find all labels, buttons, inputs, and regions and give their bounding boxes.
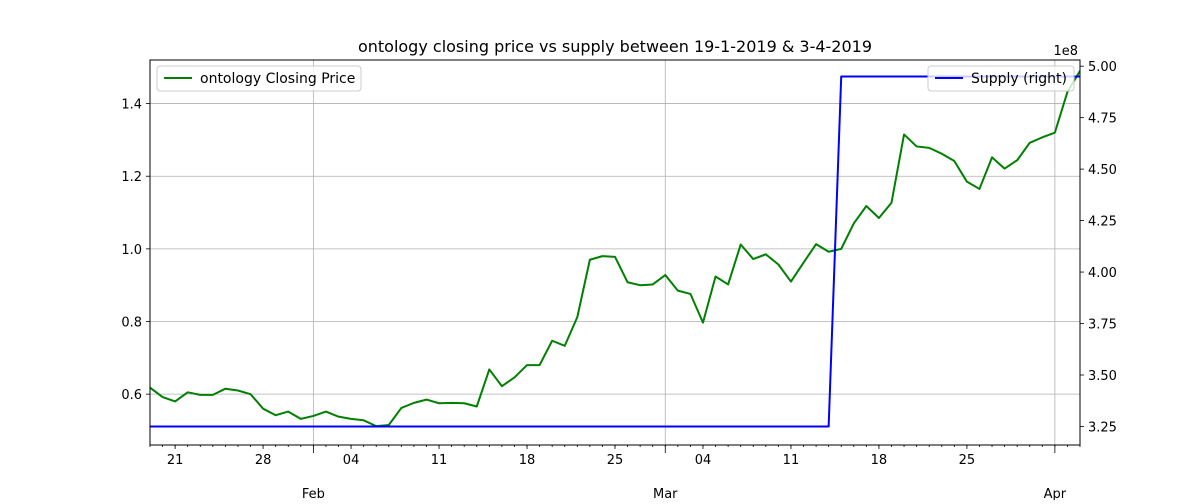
- legend-label-closing-price: ontology Closing Price: [200, 71, 355, 87]
- y-right-tick-label: 5.00: [1088, 60, 1117, 75]
- x-tick-label: 11: [431, 453, 448, 468]
- y-right-tick-label: 3.25: [1088, 420, 1117, 435]
- y-left-tick-label: 1.0: [121, 243, 142, 258]
- legend-closing-price: ontology Closing Price: [156, 65, 362, 92]
- y-right-tick-label: 4.00: [1088, 266, 1117, 281]
- x-tick-label: 18: [871, 453, 888, 468]
- legend-box: [927, 65, 1075, 92]
- x-month-label: Apr: [1044, 487, 1067, 500]
- y-left-tick-label: 0.6: [121, 388, 142, 403]
- x-tick-label: 21: [167, 453, 184, 468]
- y-right-tick-label: 4.50: [1088, 163, 1117, 178]
- x-tick-label: 25: [607, 453, 624, 468]
- x-tick-label: 04: [343, 453, 360, 468]
- chart-title: ontology closing price vs supply between…: [358, 37, 872, 56]
- series-line-closing-price: [150, 70, 1080, 428]
- y-right-tick-label: 4.25: [1088, 215, 1117, 230]
- x-tick-label: 18: [519, 453, 536, 468]
- x-tick-label: 28: [255, 453, 272, 468]
- x-tick-label: 04: [695, 453, 712, 468]
- x-tick-label: 11: [783, 453, 800, 468]
- x-month-label: Feb: [302, 487, 325, 500]
- y-right-tick-label: 4.75: [1088, 112, 1117, 127]
- y-right-offset-label: 1e8: [1053, 44, 1078, 59]
- legend-box: [156, 65, 362, 92]
- legend-supply: Supply (right): [927, 65, 1075, 92]
- axis-layer: 21 28 04 11 18 25 04 11 18 25 Feb Mar Apr 0.6 0.8 1.0 1.…: [121, 44, 1117, 502]
- grid-layer: [150, 60, 1080, 445]
- legend-label-supply: Supply (right): [971, 71, 1067, 87]
- y-right-tick-label: 3.75: [1088, 318, 1117, 333]
- x-tick-label: 25: [959, 453, 976, 468]
- y-left-tick-label: 1.2: [121, 170, 142, 185]
- x-month-label: Mar: [653, 487, 678, 500]
- y-left-tick-label: 0.8: [121, 316, 142, 331]
- y-right-tick-label: 3.50: [1088, 369, 1117, 384]
- y-left-tick-label: 1.4: [121, 98, 142, 113]
